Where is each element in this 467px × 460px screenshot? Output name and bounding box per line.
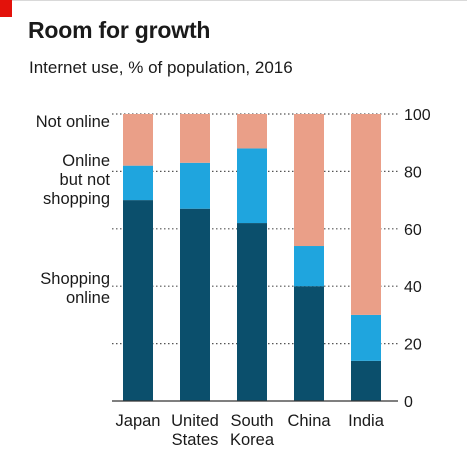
brand-tag: [0, 0, 12, 17]
bar-segment: [237, 148, 267, 224]
x-tick-label: States: [172, 431, 219, 449]
y-tick-label: 40: [404, 279, 422, 296]
bar-segment: [237, 223, 267, 401]
y-tick-label: 0: [404, 394, 413, 411]
y-tick-label: 20: [404, 337, 422, 354]
bar-segment: [123, 114, 153, 166]
y-tick-label: 80: [404, 164, 422, 181]
bar-segment: [180, 114, 210, 163]
x-tick-label: China: [287, 412, 331, 430]
legend-not-online: Not online: [36, 113, 110, 132]
legend-line: Shopping: [40, 270, 110, 288]
y-tick-label: 100: [404, 107, 431, 124]
bar-segment: [351, 360, 381, 401]
chart-subtitle: Internet use, % of population, 2016: [29, 58, 293, 77]
bar-segment: [294, 114, 324, 247]
x-tick-label: India: [348, 412, 385, 430]
legend-line: Not online: [35, 113, 110, 131]
x-tick-label: United: [171, 412, 219, 430]
legend-online-not-shopping: Online but not shopping: [43, 152, 110, 209]
bar-segment: [294, 286, 324, 401]
legend-line: online: [65, 289, 110, 307]
legend-line: shopping: [43, 190, 110, 208]
legend-line: but not: [59, 171, 110, 189]
bar-segment: [237, 114, 267, 149]
bar-segment: [294, 246, 324, 287]
bar-segment: [123, 200, 153, 401]
chart-title: Room for growth: [28, 17, 211, 43]
x-tick-label: Japan: [116, 412, 161, 430]
top-rule: [0, 0, 467, 1]
legend-shopping-online: Shopping online: [40, 270, 110, 308]
legend-line: Online: [62, 152, 110, 170]
bar-segment: [351, 314, 381, 361]
x-tick-label: South: [230, 412, 273, 430]
x-tick-label: Korea: [230, 431, 275, 449]
bar-segment: [123, 165, 153, 201]
bar-segment: [180, 162, 210, 209]
y-tick-label: 60: [404, 222, 422, 239]
bar-segment: [180, 208, 210, 401]
bar-segment: [351, 114, 381, 315]
